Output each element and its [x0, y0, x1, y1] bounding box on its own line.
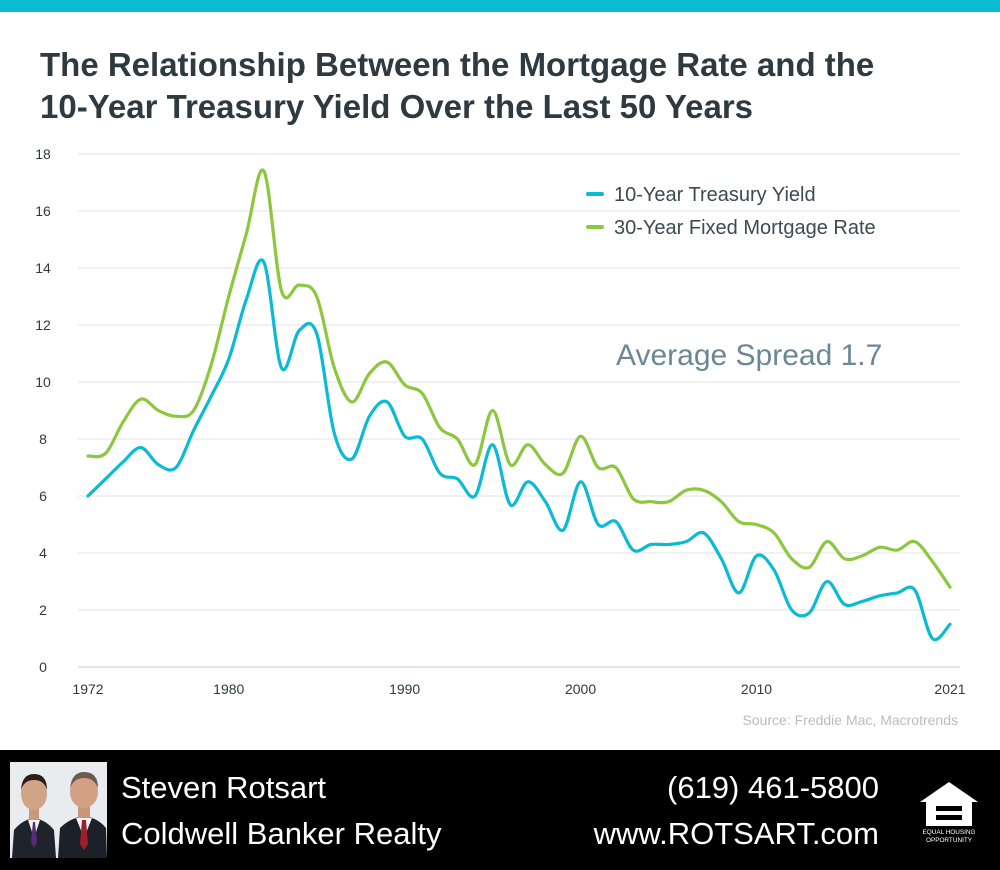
equal-housing-icon: EQUAL HOUSING OPPORTUNITY: [920, 782, 978, 844]
y-tick-label: 0: [39, 659, 47, 675]
legend-label-treasury: 10-Year Treasury Yield: [614, 184, 816, 206]
chart-title: The Relationship Between the Mortgage Ra…: [40, 44, 980, 128]
average-spread-annotation: Average Spread 1.7: [616, 339, 882, 372]
y-tick-label: 18: [35, 146, 51, 162]
footer-banner: Steven Rotsart Coldwell Banker Realty (6…: [0, 750, 1000, 870]
phone-number[interactable]: (619) 461-5800: [667, 770, 879, 805]
eho-line-1: EQUAL HOUSING: [922, 829, 975, 836]
website-link[interactable]: www.ROTSART.com: [593, 816, 879, 851]
chart-title-line-2: 10-Year Treasury Yield Over the Last 50 …: [40, 88, 754, 125]
x-tick-label: 1972: [72, 681, 103, 697]
y-tick-label: 4: [39, 545, 47, 561]
agent-name: Steven Rotsart: [121, 770, 327, 805]
x-tick-label: 1980: [213, 681, 244, 697]
y-tick-label: 10: [35, 374, 51, 390]
x-tick-label: 2010: [741, 681, 772, 697]
line-chart: 0 2 4 6 8 10 12 14 16 18 1972 1980 1990 2000 2010 2021 1…: [35, 146, 966, 697]
x-tick-label: 2000: [565, 681, 596, 697]
top-accent-bar: [0, 0, 1000, 12]
y-tick-label: 12: [35, 317, 51, 333]
chart-title-line-1: The Relationship Between the Mortgage Ra…: [40, 46, 875, 83]
y-tick-label: 16: [35, 203, 51, 219]
legend-label-mortgage: 30-Year Fixed Mortgage Rate: [614, 217, 876, 239]
y-tick-label: 8: [39, 431, 47, 447]
x-tick-label: 1990: [389, 681, 420, 697]
brokerage-name: Coldwell Banker Realty: [121, 816, 442, 851]
source-note: Source: Freddie Mac, Macrotrends: [742, 712, 958, 728]
series-line-mortgage-rate: [86, 168, 952, 589]
y-tick-label: 6: [39, 488, 47, 504]
x-tick-label: 2021: [934, 681, 965, 697]
series-line-treasury-yield: [86, 258, 952, 642]
eho-line-2: OPPORTUNITY: [926, 837, 973, 844]
agent-photo: [10, 762, 107, 858]
y-tick-label: 2: [39, 602, 47, 618]
y-tick-label: 14: [35, 260, 51, 276]
